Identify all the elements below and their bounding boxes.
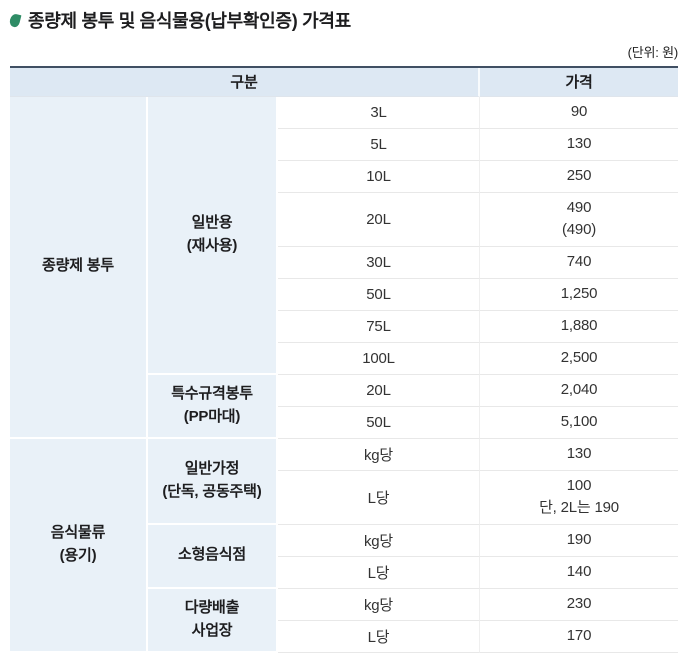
table-row: 20L 490 (490) <box>10 192 678 247</box>
size-cell: 20L <box>278 192 480 247</box>
price-cell: 1,250 <box>480 278 678 311</box>
table-row: 100L 2,500 <box>10 342 678 375</box>
size-cell: 3L <box>278 96 480 129</box>
size-cell: kg당 <box>278 588 480 621</box>
price-cell: 490 (490) <box>480 192 678 247</box>
subgroup-label-cell: 소형음식점 <box>148 524 278 589</box>
price-cell: 230 <box>480 588 678 621</box>
subgroup-label-cell: 일반용 (재사용) <box>148 96 278 375</box>
price-cell: 170 <box>480 620 678 653</box>
size-cell: 50L <box>278 406 480 439</box>
table-row: 음식물류 (용기) 일반가정 (단독, 공동주택) kg당 130 <box>10 438 678 653</box>
size-cell: L당 <box>278 470 480 525</box>
group-label-cell: 종량제 봉투 <box>10 96 148 439</box>
page-title: 종량제 봉투 및 음식물용(납부확인증) 가격표 <box>28 11 351 31</box>
size-cell: 100L <box>278 342 480 375</box>
size-cell: L당 <box>278 556 480 589</box>
table-row: 소형음식점 kg당 190 <box>10 524 678 589</box>
table-row: L당 140 <box>10 556 678 589</box>
price-cell: 100 단, 2L는 190 <box>480 470 678 525</box>
table-row: 다량배출 사업장 kg당 230 <box>10 588 678 653</box>
price-cell: 140 <box>480 556 678 589</box>
table-row: 50L 1,250 <box>10 278 678 311</box>
price-cell: 740 <box>480 246 678 279</box>
table-row: 5L 130 <box>10 128 678 161</box>
price-cell: 2,040 <box>480 374 678 407</box>
size-cell: 5L <box>278 128 480 161</box>
price-cell: 250 <box>480 160 678 193</box>
title-row: 종량제 봉투 및 음식물용(납부확인증) 가격표 <box>8 10 678 33</box>
price-header-cell: 가격 <box>480 67 678 97</box>
leaf-icon <box>8 12 22 29</box>
price-table: 구분 가격 종량제 봉투 일반용 (재사용) 3L 90 5L 130 10L 250 20L 4… <box>10 65 678 653</box>
table-row: L당 170 <box>10 620 678 653</box>
table-row: 50L 5,100 <box>10 406 678 439</box>
table-row: 30L 740 <box>10 246 678 279</box>
page: 종량제 봉투 및 음식물용(납부확인증) 가격표 (단위: 원) 구분 가격 종… <box>8 10 679 653</box>
size-cell: 20L <box>278 374 480 407</box>
table-row: L당 100 단, 2L는 190 <box>10 470 678 525</box>
price-cell: 130 <box>480 128 678 161</box>
subgroup-label-cell: 다량배출 사업장 <box>148 588 278 653</box>
subgroup-label-cell: 일반가정 (단독, 공동주택) <box>148 438 278 525</box>
size-cell: kg당 <box>278 438 480 471</box>
size-cell: 50L <box>278 278 480 311</box>
size-cell: L당 <box>278 620 480 653</box>
size-cell: 10L <box>278 160 480 193</box>
table-header-row: 구분 가격 <box>10 67 678 97</box>
table-row: 10L 250 <box>10 160 678 193</box>
category-header-cell: 구분 <box>10 67 480 97</box>
price-cell: 190 <box>480 524 678 557</box>
subgroup-label-cell: 특수규격봉투 (PP마대) <box>148 374 278 439</box>
size-cell: 75L <box>278 310 480 343</box>
price-cell: 130 <box>480 438 678 471</box>
table-row: 특수규격봉투 (PP마대) 20L 2,040 <box>10 374 678 439</box>
size-cell: kg당 <box>278 524 480 557</box>
price-cell: 1,880 <box>480 310 678 343</box>
price-cell: 2,500 <box>480 342 678 375</box>
size-cell: 30L <box>278 246 480 279</box>
price-cell: 90 <box>480 96 678 129</box>
table-row: 75L 1,880 <box>10 310 678 343</box>
unit-note: (단위: 원) <box>627 44 679 60</box>
price-table-body: 종량제 봉투 일반용 (재사용) 3L 90 5L 130 10L 250 20L 490 (49… <box>10 96 678 653</box>
group-label-cell: 음식물류 (용기) <box>10 438 148 653</box>
table-row: 종량제 봉투 일반용 (재사용) 3L 90 <box>10 96 678 439</box>
price-cell: 5,100 <box>480 406 678 439</box>
